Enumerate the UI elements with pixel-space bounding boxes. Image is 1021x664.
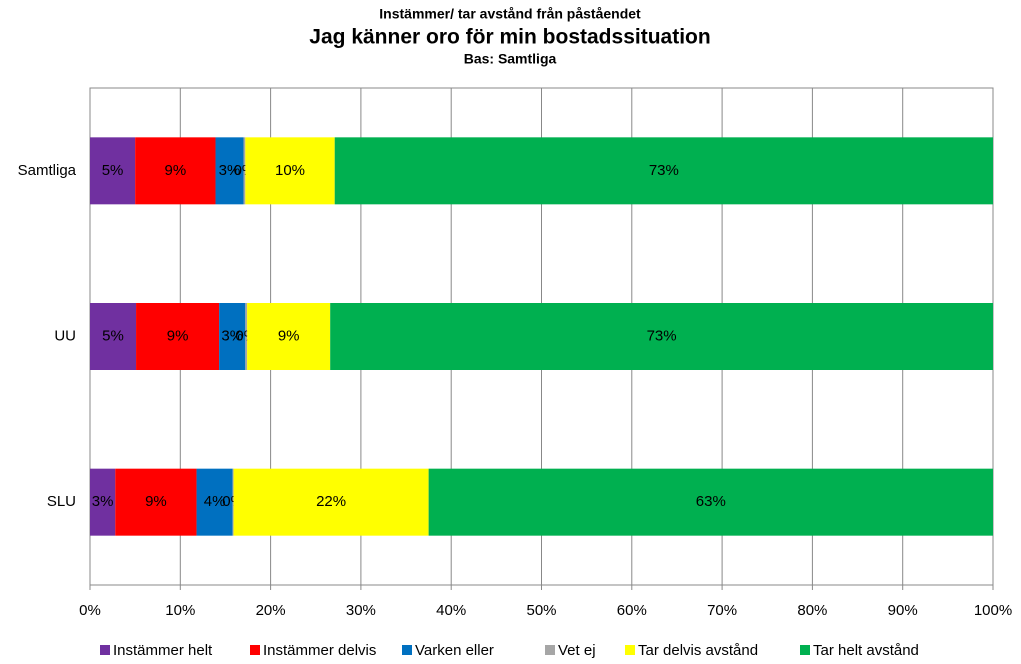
bar-segment bbox=[245, 303, 248, 370]
y-tick-label: SLU bbox=[47, 493, 76, 510]
data-label: 3% bbox=[219, 162, 241, 179]
bar-segment bbox=[219, 303, 246, 370]
chart-subtitle: Bas: Samtliga bbox=[464, 51, 557, 67]
bar-segment bbox=[90, 303, 137, 370]
x-tick-label: 20% bbox=[256, 602, 286, 619]
data-label: 9% bbox=[145, 493, 167, 510]
data-label: 5% bbox=[102, 162, 124, 179]
bar-segment bbox=[233, 468, 429, 536]
x-tick-label: 80% bbox=[797, 602, 827, 619]
bar-segment bbox=[135, 137, 216, 205]
legend-label: Varken eller bbox=[415, 642, 494, 659]
x-tick-label: 90% bbox=[888, 602, 918, 619]
x-tick-label: 0% bbox=[79, 602, 101, 619]
x-tick-label: 100% bbox=[974, 602, 1012, 619]
bar-segment bbox=[232, 468, 234, 536]
bar-segment bbox=[196, 468, 233, 536]
bar-segment bbox=[428, 468, 993, 536]
bar-segment bbox=[243, 137, 246, 205]
bar-segment bbox=[245, 137, 335, 205]
data-label: 4% bbox=[204, 493, 226, 510]
data-label: 9% bbox=[278, 327, 300, 344]
legend-label: Vet ej bbox=[558, 642, 596, 659]
y-tick-label: Samtliga bbox=[18, 162, 77, 179]
chart-title: Jag känner oro för min bostadssituation bbox=[309, 26, 710, 49]
data-label: 63% bbox=[696, 493, 726, 510]
legend-swatch bbox=[402, 645, 412, 655]
legend-label: Instämmer helt bbox=[113, 642, 213, 659]
chart-supertitle: Instämmer/ tar avstånd från påståendet bbox=[379, 6, 641, 22]
legend-label: Tar delvis avstånd bbox=[638, 642, 758, 659]
data-label: 5% bbox=[102, 327, 124, 344]
x-tick-label: 40% bbox=[436, 602, 466, 619]
legend-swatch bbox=[250, 645, 260, 655]
x-tick-label: 30% bbox=[346, 602, 376, 619]
legend-swatch bbox=[100, 645, 110, 655]
data-label: 22% bbox=[316, 493, 346, 510]
data-label: 9% bbox=[167, 327, 189, 344]
legend-label: Tar helt avstånd bbox=[813, 642, 919, 659]
legend-swatch bbox=[545, 645, 555, 655]
data-label: 9% bbox=[164, 162, 186, 179]
x-tick-label: 50% bbox=[526, 602, 556, 619]
bar-segment bbox=[90, 468, 116, 536]
data-label: 3% bbox=[221, 327, 243, 344]
x-tick-label: 60% bbox=[617, 602, 647, 619]
x-tick-label: 10% bbox=[165, 602, 195, 619]
data-label: 73% bbox=[649, 162, 679, 179]
legend-label: Instämmer delvis bbox=[263, 642, 376, 659]
bar-segment bbox=[115, 468, 197, 536]
bar-segment bbox=[90, 137, 136, 205]
bar-segment bbox=[215, 137, 244, 205]
data-label: 3% bbox=[92, 493, 114, 510]
bar-segment bbox=[136, 303, 220, 370]
bar-segment bbox=[334, 137, 993, 205]
bar-segment bbox=[330, 303, 993, 370]
legend-swatch bbox=[800, 645, 810, 655]
data-label: 10% bbox=[275, 162, 305, 179]
y-tick-label: UU bbox=[54, 327, 76, 344]
x-tick-label: 70% bbox=[707, 602, 737, 619]
data-label: 73% bbox=[647, 327, 677, 344]
bar-segment bbox=[247, 303, 331, 370]
legend-swatch bbox=[625, 645, 635, 655]
